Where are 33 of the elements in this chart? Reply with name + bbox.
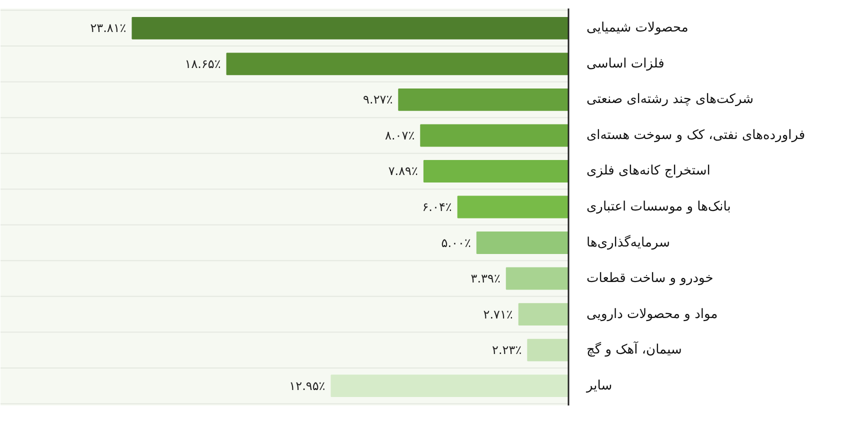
y-tick-label: بانک‌ها و موسسات اعتباری	[586, 200, 731, 214]
data-label: ۳.۳۹٪	[470, 272, 500, 286]
y-tick-label: مواد و محصولات دارویی	[586, 306, 718, 322]
data-label: ۵.۰۰٪	[441, 236, 471, 250]
bar	[518, 303, 568, 326]
data-label: ۲.۲۳٪	[492, 343, 522, 358]
y-tick-label: خودرو و ساخت قطعات	[586, 271, 714, 286]
data-label: ۷.۸۹٪	[388, 164, 418, 178]
bar	[476, 232, 568, 254]
y-tick-label: محصولات شیمیایی	[586, 20, 688, 36]
data-label: ۲۳.۸۱٪	[90, 21, 126, 36]
bar	[132, 16, 568, 40]
bar	[506, 267, 568, 290]
y-tick-label: استخراج کانه‌های فلزی	[586, 164, 710, 179]
bar	[226, 52, 568, 76]
y-tick-label: فراورده‌های نفتی، کک و سوخت هسته‌ای	[586, 128, 806, 143]
bar	[457, 196, 568, 218]
data-label: ۱۲.۹۵٪	[289, 378, 326, 393]
y-tick-label: سرمایه‌گذاری‌ها	[586, 234, 670, 250]
data-label: ۶.۰۴٪	[422, 200, 452, 214]
data-label: ۱۸.۶۵٪	[184, 56, 221, 71]
data-label: ۲.۷۱٪	[483, 307, 513, 322]
bar	[398, 88, 568, 111]
data-label: ۸.۰۷٪	[385, 128, 415, 142]
y-tick-label: فلزات اساسی	[586, 56, 664, 72]
bar	[423, 160, 568, 182]
bar	[527, 338, 568, 362]
y-tick-label: شرکت‌های چند رشته‌ای صنعتی	[586, 92, 754, 108]
bar	[420, 124, 568, 147]
y-tick-label: سیمان، آهک و گچ	[586, 340, 682, 358]
data-label: ۹.۲۷٪	[363, 92, 393, 107]
bar	[330, 374, 568, 398]
y-tick-label: سایر	[586, 378, 612, 394]
